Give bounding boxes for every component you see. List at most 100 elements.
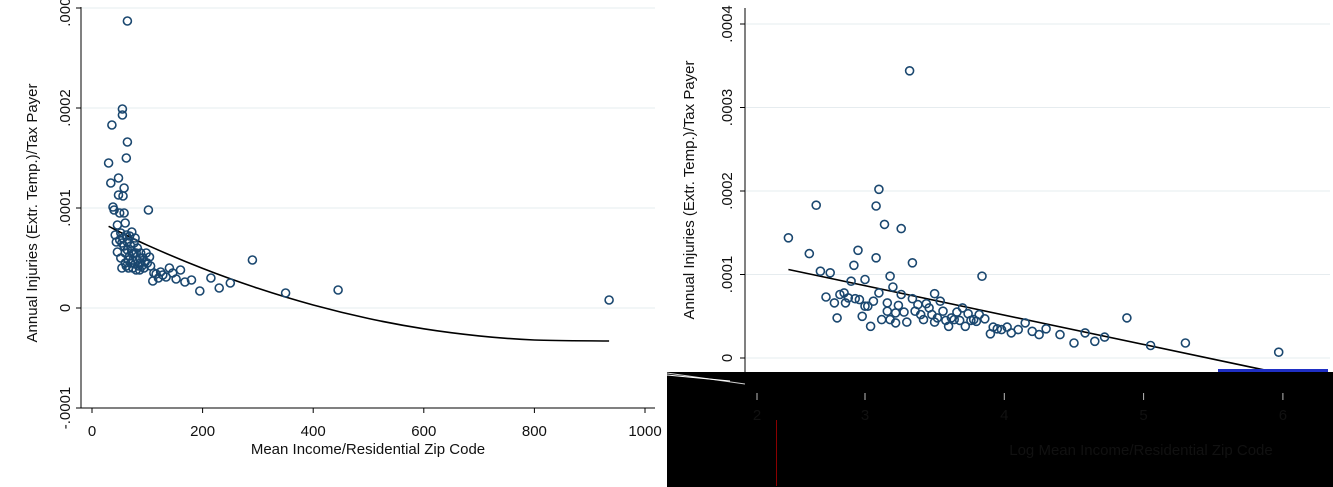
right-y-tick-label: .0003 [719, 89, 736, 127]
right-x-tick-marks [756, 393, 1284, 400]
left-points [103, 16, 614, 305]
right-data-point [862, 301, 873, 312]
right-data-point [846, 276, 856, 287]
right-data-point [935, 296, 946, 307]
left-data-point [107, 120, 117, 130]
left-data-point [113, 173, 124, 183]
left-y-tick-label: .0002 [57, 89, 74, 127]
right-data-point [871, 201, 881, 211]
right-data-point [1013, 324, 1024, 335]
right-y-tick-label: .0004 [719, 5, 736, 43]
black-overlay [667, 372, 1333, 487]
left-fit-curve [108, 225, 610, 342]
right-data-point [893, 300, 904, 311]
left-y-tick-label: 0 [57, 304, 74, 312]
right-data-point [849, 260, 859, 271]
right-x-axis-title: Log Mean Income/Residential Zip Code [1009, 442, 1272, 459]
right-data-point [829, 298, 840, 308]
right-data-point [977, 271, 987, 282]
left-data-point [206, 273, 216, 283]
right-data-point [868, 296, 879, 307]
right-data-point [865, 321, 876, 332]
left-y-tick-label: -.0001 [57, 387, 74, 430]
right-x-tick-label: 3 [861, 407, 869, 424]
right-data-point [860, 301, 870, 312]
right-data-point [885, 271, 895, 282]
right-y-tick-label: 0 [719, 354, 736, 362]
right-data-point [890, 318, 901, 328]
right-data-point [1080, 328, 1090, 338]
right-data-point [1020, 318, 1030, 328]
right-y-axis-title: Annual Injuries (Extr. Temp.)/Tax Payer [681, 60, 698, 319]
right-data-point [825, 267, 836, 278]
left-data-point [117, 110, 128, 120]
right-data-point [840, 298, 851, 308]
red-line-artifact [776, 420, 777, 486]
left-data-point [121, 153, 132, 163]
right-data-point [1055, 329, 1065, 340]
right-data-point [811, 200, 822, 210]
left-data-point [186, 275, 197, 285]
right-data-point [1122, 313, 1132, 323]
right-y-tick-label: .0001 [719, 256, 736, 294]
left-data-point [333, 285, 343, 295]
left-data-point [119, 208, 129, 218]
chart-left: -.0001 0 .0001 .0002 .0003 0 200 400 600 800 1000… [24, 0, 662, 458]
left-data-point [280, 288, 291, 298]
right-data-point [901, 317, 912, 327]
right-data-point [1273, 347, 1284, 358]
right-data-point [882, 298, 893, 308]
left-data-point [195, 286, 205, 296]
right-points [783, 66, 1284, 358]
right-x-tick-label: 2 [753, 407, 761, 424]
right-data-point [943, 321, 954, 332]
left-data-point [114, 208, 125, 218]
left-data-point [120, 218, 130, 228]
left-data-point [116, 228, 126, 238]
left-x-tick-labels: 0 200 400 600 800 1000 [88, 423, 662, 440]
right-data-point [1041, 323, 1051, 334]
left-x-tick-label: 800 [522, 423, 547, 440]
right-data-point [896, 289, 907, 300]
blue-line-artifact [1218, 369, 1328, 372]
right-data-point [932, 313, 943, 323]
left-data-point [122, 137, 133, 147]
right-data-point [1145, 340, 1156, 351]
left-data-point [604, 295, 614, 305]
left-x-tick-label: 0 [88, 423, 96, 440]
right-data-point [843, 293, 854, 303]
right-data-point [929, 288, 940, 299]
right-data-point [857, 311, 868, 322]
left-data-point [119, 183, 129, 193]
right-data-point [888, 282, 898, 292]
right-data-point [904, 66, 915, 76]
overlay-streak-2 [666, 374, 731, 382]
right-gridlines [746, 23, 1330, 359]
right-data-point [960, 321, 971, 332]
left-data-point [175, 265, 186, 275]
right-x-tick-label: 4 [1000, 407, 1008, 424]
right-data-point [1069, 338, 1079, 348]
right-data-point [854, 294, 865, 305]
left-y-axis-title: Annual Injuries (Extr. Temp.)/Tax Payer [24, 83, 41, 342]
chart-right: 0 .0001 .0002 .0003 .0004 Annual Injuries (E… [666, 5, 1333, 487]
right-data-point [874, 288, 884, 298]
left-data-point [171, 274, 181, 284]
left-data-point [143, 205, 154, 215]
right-x-tick-labels: 2 3 4 5 6 [753, 407, 1287, 424]
left-x-tick-label: 400 [301, 423, 326, 440]
right-data-point [957, 303, 968, 313]
right-data-point [853, 245, 863, 256]
right-y-tick-label: .0002 [719, 172, 736, 210]
right-data-point [783, 233, 794, 243]
right-data-point [879, 219, 890, 230]
left-data-point [135, 248, 146, 258]
right-data-point [907, 293, 918, 304]
right-data-point [915, 309, 926, 320]
right-data-point [899, 307, 909, 317]
left-data-point [106, 178, 116, 188]
left-data-point [103, 158, 114, 168]
right-data-point [918, 314, 929, 325]
left-y-tick-label: .0003 [57, 0, 74, 27]
